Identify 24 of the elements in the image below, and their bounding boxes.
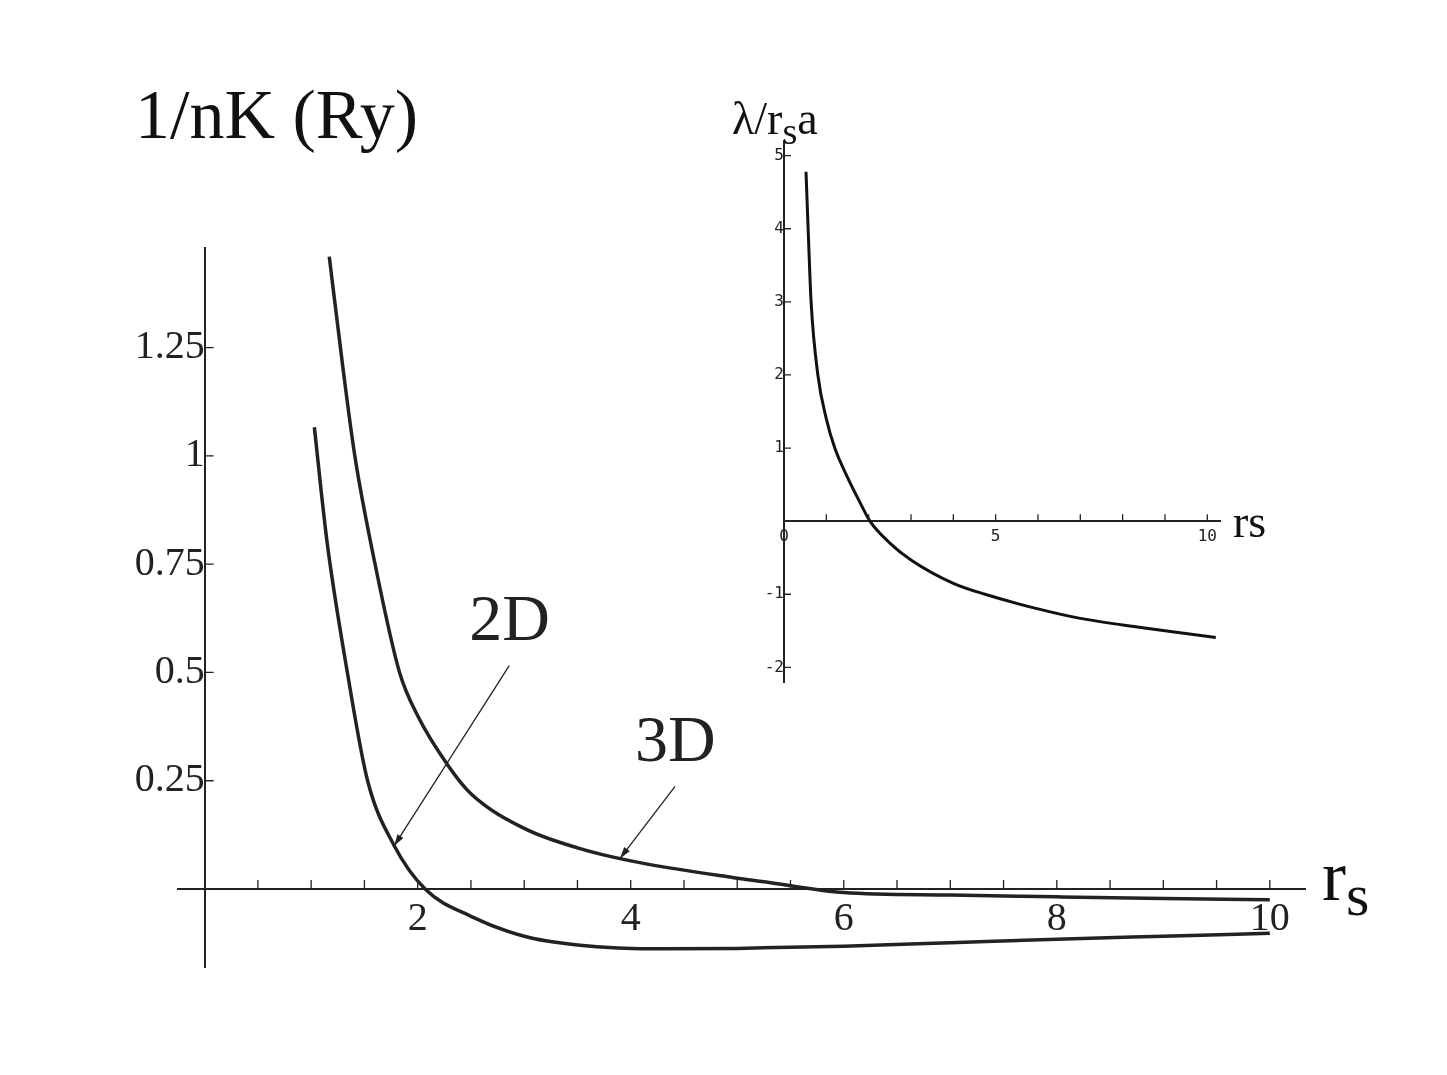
x-axis-title: r$_{s}$ <box>1322 835 1370 931</box>
y-tick-label: 3 <box>774 290 784 310</box>
x-tick-label: 5 <box>990 525 1001 545</box>
x-tick-label: 6 <box>833 893 854 939</box>
y-tick-label: 0.75 <box>134 538 205 584</box>
y-tick-label: 4 <box>774 217 784 237</box>
y-tick-label: 1 <box>184 430 205 476</box>
x-tick-label: 8 <box>1046 893 1067 939</box>
x-tick-label: 10 <box>1197 525 1217 545</box>
y-tick-label: -1 <box>764 583 784 603</box>
y-axis-title: 1/nK (Ry) <box>135 75 419 155</box>
y-tick-label: -2 <box>764 656 784 676</box>
x-tick-label: 10 <box>1249 893 1290 939</box>
x-tick-label: 2 <box>407 893 428 939</box>
y-tick-label: 0.25 <box>134 755 205 801</box>
annotation: 2D <box>469 581 550 655</box>
y-tick-label: 1 <box>774 437 784 457</box>
annotation: 3D <box>635 701 716 775</box>
y-tick-label: 0.5 <box>154 646 205 692</box>
line-series <box>804 170 1218 639</box>
x-axis-title: rs <box>1233 495 1267 548</box>
y-tick-label: 1.25 <box>134 322 205 368</box>
y-tick-label: 2 <box>774 364 784 384</box>
x-tick-label: 4 <box>620 893 641 939</box>
